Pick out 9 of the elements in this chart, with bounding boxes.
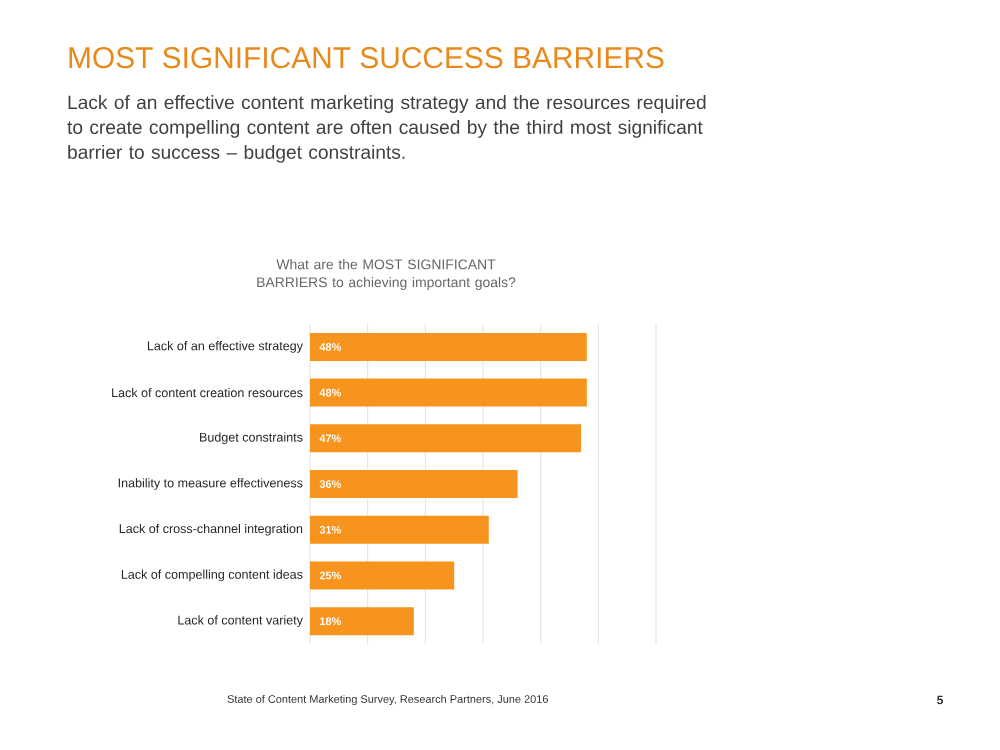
- bar: [310, 515, 489, 544]
- chart-title: MOST SIGNIFICANT SUCCESS BARRIERS: [69, 47, 664, 69]
- bar: [310, 332, 587, 361]
- bar: [310, 378, 587, 407]
- bar: [310, 607, 414, 636]
- bar: [310, 424, 582, 453]
- chart-subtitle: Lack of an effective content marketing strategy and the resources required to create compelling content are often caused by the third most significant barrier to success – budget constraints.: [67, 95, 706, 163]
- bar: [310, 470, 518, 499]
- bar: [310, 561, 455, 590]
